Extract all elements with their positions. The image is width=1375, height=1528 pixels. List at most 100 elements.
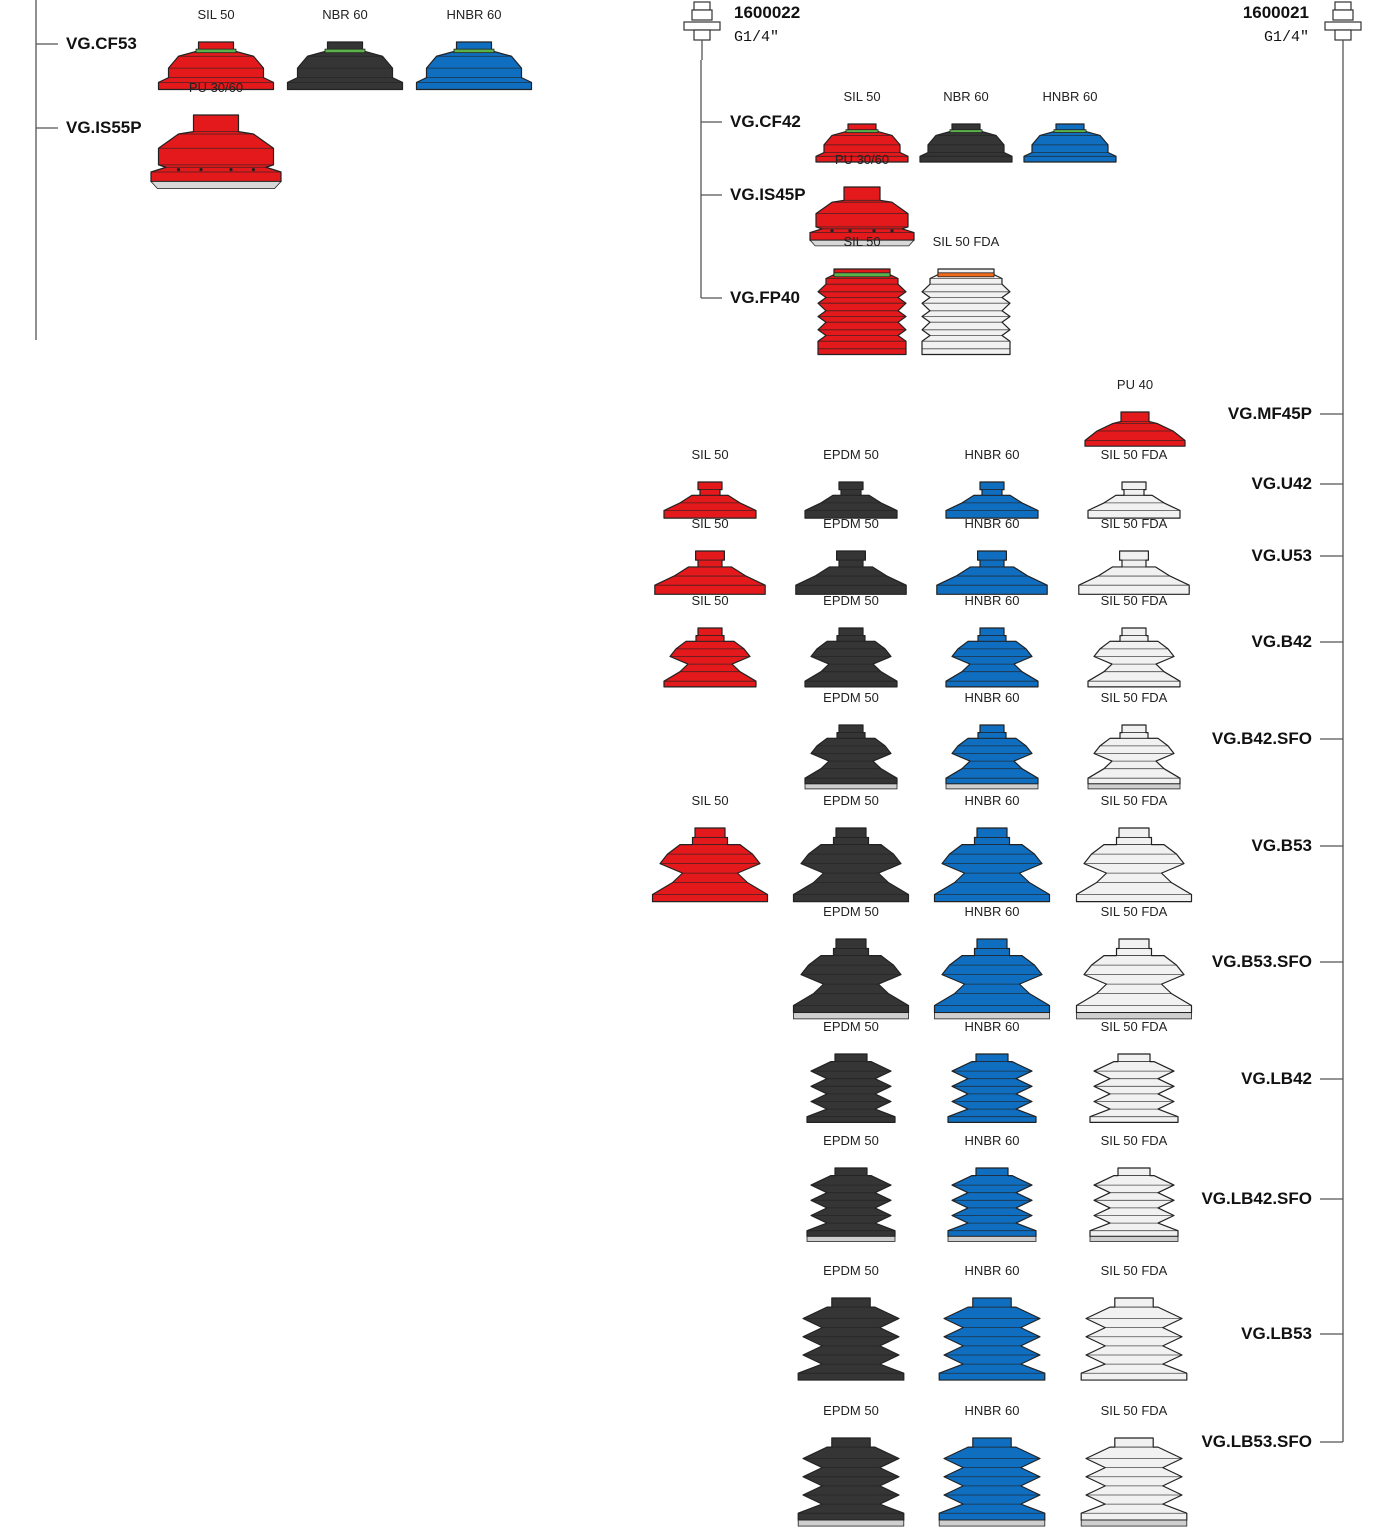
material-label: PU 30/60 [834,152,890,167]
threaded-fitting-icon [683,1,721,60]
suction-cup-lb42sfo-hnbr60 [947,1167,1037,1242]
suction-cup-lb42sfo-sil50fda [1089,1167,1179,1242]
suction-cup-lb42sfo-epdm50 [806,1167,896,1242]
material-label: EPDM 50 [823,690,879,705]
suction-cup-fp40-sil50 [817,268,907,356]
model-label: VG.LB42.SFO [1201,1189,1312,1208]
suction-cup-cf53-nbr60 [286,41,404,91]
suction-cup-b42-sil50fda [1087,627,1181,688]
suction-cup-u53-sil50 [654,550,766,595]
material-label: EPDM 50 [823,593,879,608]
threaded-fitting-icon [1324,1,1362,60]
model-label: VG.CF42 [730,112,801,131]
suction-cup-b53sfo-hnbr60 [933,938,1051,1020]
material-label: HNBR 60 [964,1403,1020,1418]
suction-cup-u42-sil50 [663,481,757,519]
suction-cup-u53-sil50fda [1078,550,1190,595]
material-label: SIL 50 FDA [932,234,1000,249]
material-label: HNBR 60 [964,516,1020,531]
material-label: HNBR 60 [964,793,1020,808]
material-label: SIL 50 FDA [1100,690,1168,705]
material-label: HNBR 60 [1042,89,1098,104]
material-label: SIL 50 FDA [1100,1019,1168,1034]
suction-cup-cf42-hnbr60 [1023,123,1117,163]
material-label: EPDM 50 [823,793,879,808]
material-label: NBR 60 [322,7,368,22]
model-label: VG.U53 [1251,546,1312,565]
material-label: HNBR 60 [446,7,502,22]
suction-cup-u42-epdm50 [804,481,898,519]
fitting-code: 1600021 [1242,3,1309,22]
suction-cup-cf42-nbr60 [919,123,1013,163]
suction-cup-is45p-pu3060 [809,186,915,247]
suction-cup-lb53-hnbr60 [938,1297,1046,1381]
suction-cup-lb53sfo-epdm50 [797,1437,905,1527]
suction-cup-lb42-epdm50 [806,1053,896,1123]
suction-cup-lb53sfo-hnbr60 [938,1437,1046,1527]
fitting-code: 1600022 [734,3,801,22]
material-label: EPDM 50 [823,1133,879,1148]
suction-cup-b53-epdm50 [792,827,910,903]
material-label: HNBR 60 [964,904,1020,919]
suction-cup-b42sfo-epdm50 [804,724,898,790]
model-label: VG.B42.SFO [1211,729,1312,748]
material-label: HNBR 60 [964,447,1020,462]
material-label: SIL 50 FDA [1100,904,1168,919]
suction-cup-u53-epdm50 [795,550,907,595]
material-label: SIL 50 [691,516,729,531]
material-label: SIL 50 [843,89,881,104]
suction-cup-b53sfo-epdm50 [792,938,910,1020]
material-label: EPDM 50 [823,904,879,919]
material-label: SIL 50 [691,447,729,462]
fitting-thread: G1/4" [734,29,780,46]
material-label: SIL 50 [691,793,729,808]
material-label: PU 40 [1116,377,1154,392]
suction-cup-cf42-sil50 [815,123,909,163]
material-label: PU 30/60 [188,80,244,95]
model-label: VG.U42 [1251,474,1312,493]
model-label: VG.CF53 [66,34,137,53]
fitting-1600021 [1323,0,1363,60]
material-label: SIL 50 FDA [1100,447,1168,462]
suction-cup-mf45p-pu40 [1084,411,1186,447]
model-label: VG.IS55P [66,118,142,137]
model-label: VG.LB53 [1241,1324,1312,1343]
fitting-thread: G1/4" [1263,29,1309,46]
model-label: VG.LB42 [1241,1069,1312,1088]
suction-cup-b42-hnbr60 [945,627,1039,688]
model-label: VG.FP40 [730,288,800,307]
suction-cup-is55p-pu3060 [150,114,282,190]
suction-cup-u53-hnbr60 [936,550,1048,595]
material-label: HNBR 60 [964,593,1020,608]
material-label: EPDM 50 [823,1019,879,1034]
suction-cup-b42-sil50 [663,627,757,688]
model-label: VG.MF45P [1227,404,1312,423]
material-label: HNBR 60 [964,1133,1020,1148]
material-label: SIL 50 [691,593,729,608]
model-label: VG.B42 [1251,632,1312,651]
model-label: VG.IS45P [730,185,806,204]
material-label: SIL 50 [197,7,235,22]
material-label: HNBR 60 [964,1019,1020,1034]
suction-cup-b53-hnbr60 [933,827,1051,903]
suction-cup-cf53-sil50 [157,41,275,91]
model-label: VG.B53.SFO [1211,952,1312,971]
fitting-1600022 [682,0,722,60]
suction-cup-u42-sil50fda [1087,481,1181,519]
suction-cup-b42sfo-sil50fda [1087,724,1181,790]
material-label: SIL 50 FDA [1100,593,1168,608]
suction-cup-b42sfo-hnbr60 [945,724,1039,790]
material-label: HNBR 60 [964,1263,1020,1278]
suction-cup-lb53-epdm50 [797,1297,905,1381]
model-label: VG.B53 [1251,836,1312,855]
material-label: SIL 50 FDA [1100,793,1168,808]
material-label: NBR 60 [943,89,989,104]
material-label: EPDM 50 [823,1403,879,1418]
suction-cup-lb53sfo-sil50fda [1080,1437,1188,1527]
material-label: SIL 50 [843,234,881,249]
suction-cup-b42-epdm50 [804,627,898,688]
material-label: SIL 50 FDA [1100,1133,1168,1148]
material-label: EPDM 50 [823,447,879,462]
